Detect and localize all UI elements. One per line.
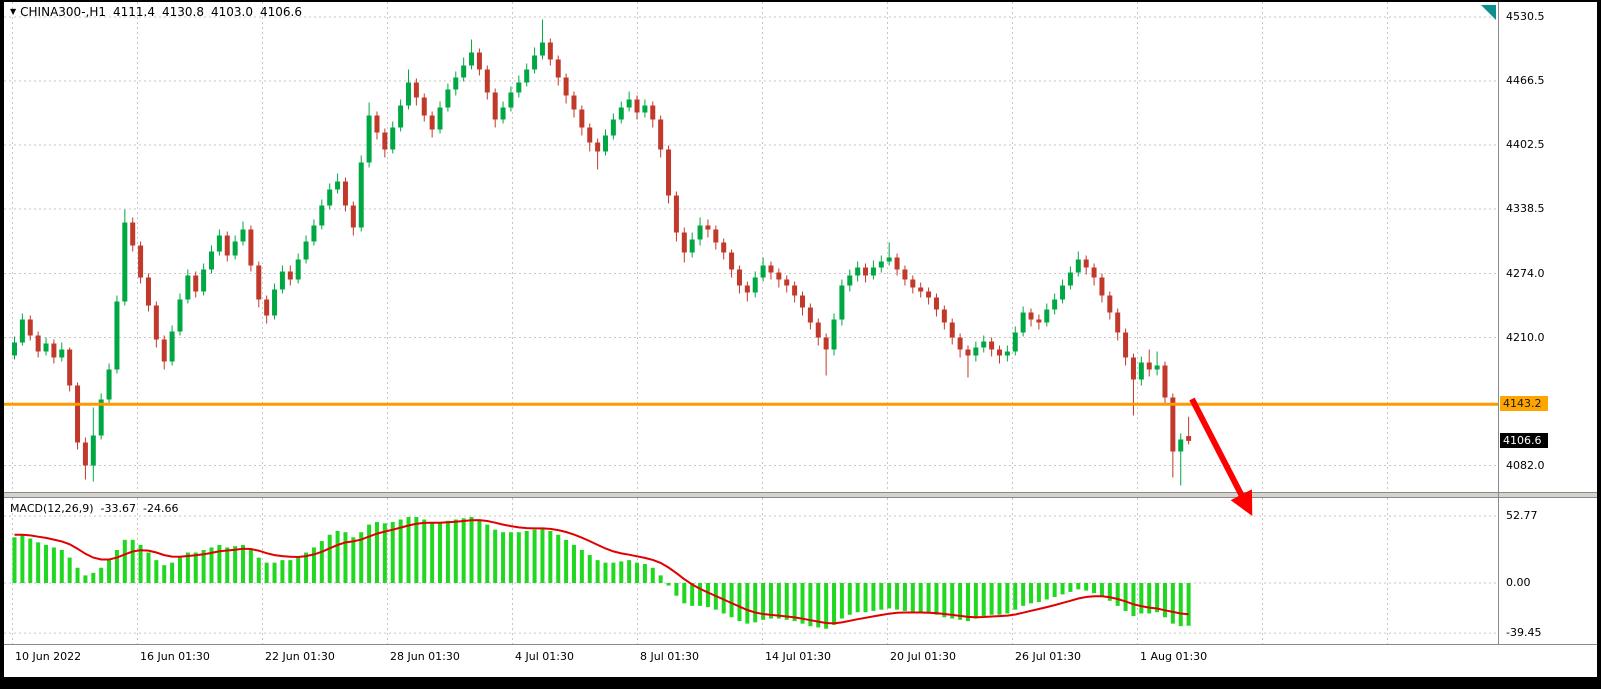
macd-signal-value: -24.66 — [143, 502, 179, 515]
time-axis[interactable]: 10 Jun 2022 16 Jun 01:30 22 Jun 01:30 28 Ju… — [4, 2, 1597, 677]
macd-signal-line — [14, 519, 1189, 625]
pane-separator[interactable] — [4, 492, 1597, 498]
price-axis-label: 4338.5 — [1506, 202, 1545, 215]
price-axis-label: 4466.5 — [1506, 74, 1545, 87]
price-axis-label: 4402.5 — [1506, 138, 1545, 151]
symbol-dropdown-icon[interactable]: ▼ — [10, 7, 17, 16]
time-axis-label: 28 Jun 01:30 — [390, 650, 460, 663]
price-axis-label: 4210.0 — [1506, 330, 1545, 344]
ohlc-open: 4111.4 — [113, 5, 155, 19]
time-axis-label: 20 Jul 01:30 — [890, 650, 956, 663]
ohlc-low: 4103.0 — [211, 5, 253, 19]
chart-shift-marker-icon — [1481, 5, 1496, 20]
hline-price-badge: 4143.2 — [1500, 396, 1548, 412]
price-axis[interactable]: 4530.5 4466.5 4402.5 4338.5 4274.0 4210.0 4082… — [4, 2, 1597, 677]
time-axis-label: 16 Jun 01:30 — [140, 650, 210, 663]
mt4-chart-window: ▼ CHINA300-,H1 4111.4 4130.8 4103.0 4106.6 MA… — [4, 2, 1597, 677]
price-axis-label: 4274.0 — [1506, 266, 1545, 280]
candles — [12, 19, 1192, 486]
time-axis-label: 22 Jun 01:30 — [265, 650, 335, 663]
macd-value: -33.67 — [100, 502, 137, 515]
symbol-timeframe-label: CHINA300-,H1 — [20, 5, 106, 19]
time-axis-label: 10 Jun 2022 — [15, 650, 82, 663]
macd-axis-label: 0.00 — [1506, 576, 1531, 589]
chart-canvas[interactable] — [4, 2, 1597, 677]
time-axis-label: 1 Aug 01:30 — [1140, 650, 1208, 663]
time-axis-label: 8 Jul 01:30 — [640, 650, 699, 663]
ohlc-close: 4106.6 — [260, 5, 302, 19]
time-axis-label: 14 Jul 01:30 — [765, 650, 831, 663]
chart-ohlc-header: ▼ CHINA300-,H1 4111.4 4130.8 4103.0 4106.6 — [10, 5, 302, 19]
macd-indicator-label: MACD(12,26,9) -33.67 -24.66 — [10, 502, 178, 515]
time-axis-label: 4 Jul 01:30 — [515, 650, 574, 663]
macd-histogram — [12, 516, 1191, 629]
macd-name: MACD(12,26,9) — [10, 502, 94, 515]
price-axis-label: 4082.0 — [1506, 458, 1545, 472]
time-axis-label: 26 Jul 01:30 — [1015, 650, 1081, 663]
last-price-badge: 4106.6 — [1500, 432, 1548, 448]
trend-arrow-annotation[interactable] — [1189, 397, 1253, 517]
macd-axis-label: 52.77 — [1506, 508, 1538, 522]
price-axis-label: 4530.5 — [1506, 10, 1545, 23]
ohlc-high: 4130.8 — [162, 5, 204, 19]
macd-axis-label: -39.45 — [1506, 626, 1542, 640]
